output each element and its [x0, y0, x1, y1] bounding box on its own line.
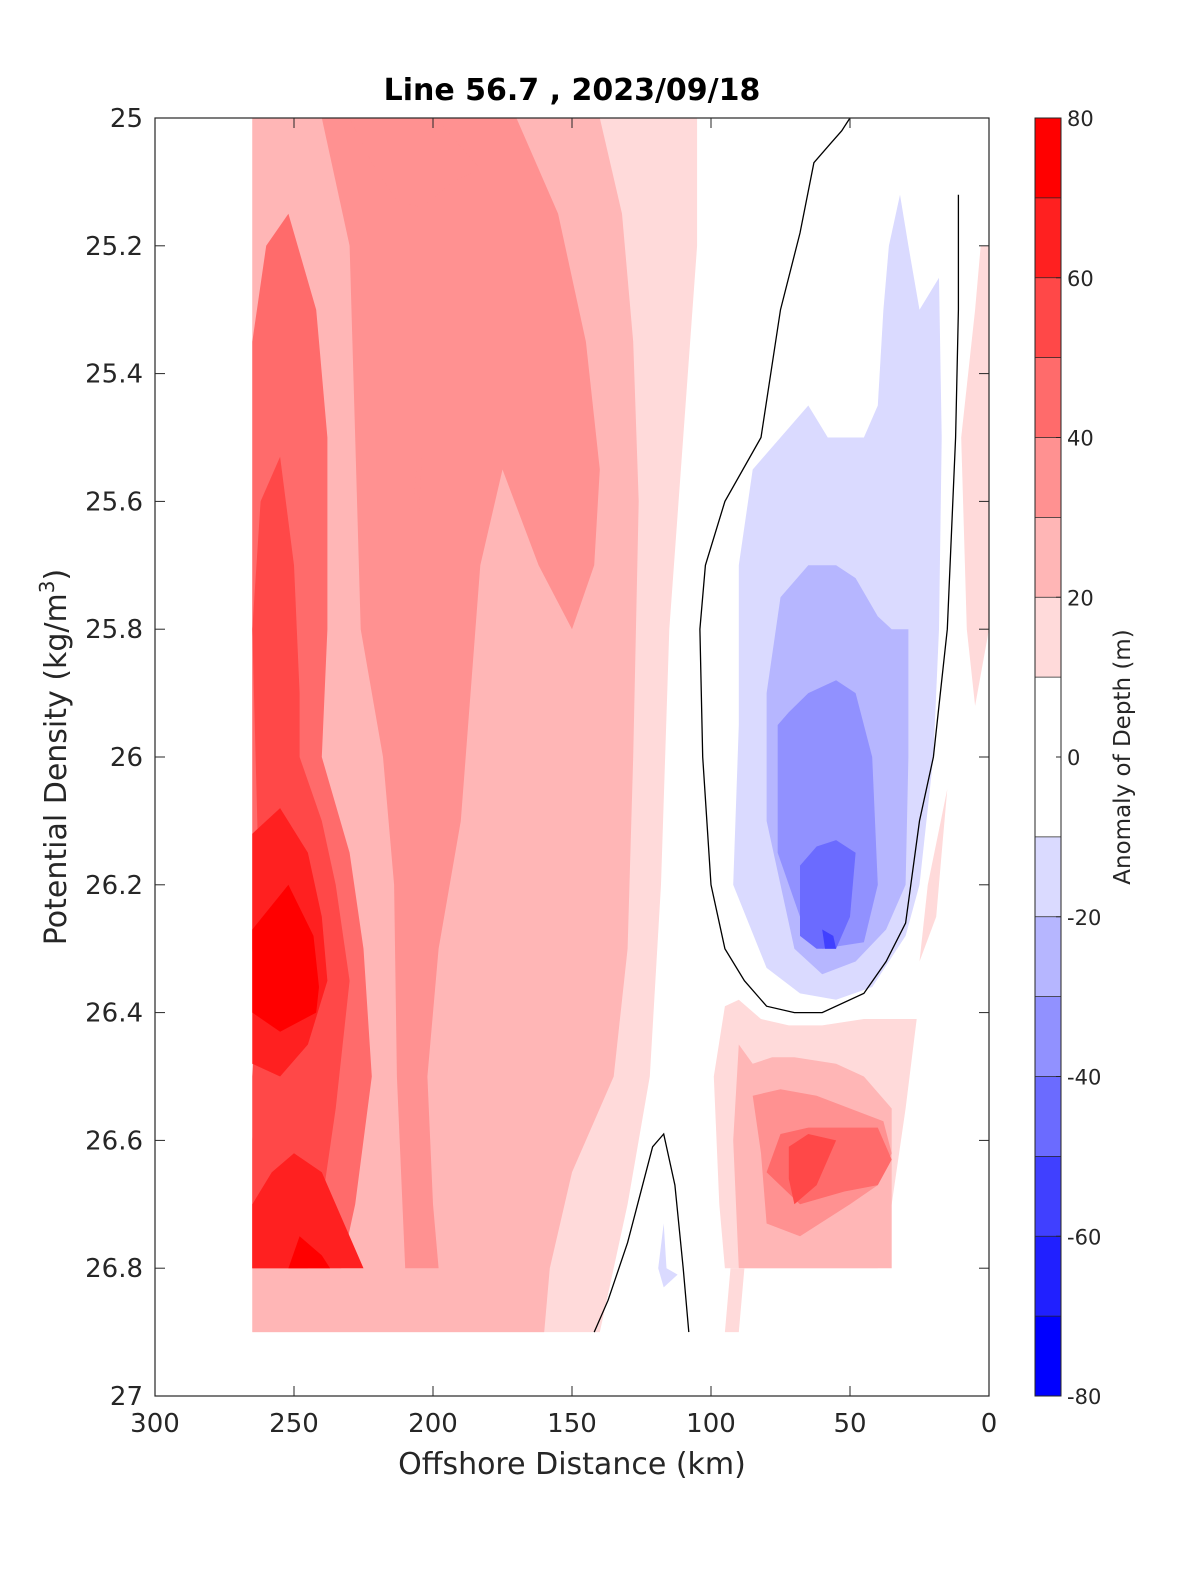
colorbar-tick-label: 0	[1067, 746, 1080, 770]
contour-regions	[252, 118, 989, 1333]
y-tick-label: 25.8	[85, 615, 143, 645]
colorbar: -80 -60 -40 -20 0 20 40 60 80	[1034, 107, 1101, 1409]
y-tick-label: 25.4	[85, 360, 143, 390]
colorbar-band-2	[1035, 1156, 1061, 1237]
chart-title: Line 56.7 , 2023/09/18	[384, 73, 761, 108]
x-tick-label: 300	[130, 1409, 180, 1439]
colorbar-band-0	[1035, 1316, 1061, 1396]
colorbar-band-11	[1035, 357, 1061, 438]
contour-region-23	[961, 245, 989, 706]
contour-region-20	[800, 840, 856, 949]
y-tick-label: 26.8	[85, 1254, 143, 1284]
colorbar-tick-label: 20	[1067, 586, 1094, 610]
colorbar-band-8	[1035, 597, 1061, 678]
colorbar-tick-label: -20	[1067, 906, 1101, 930]
y-axis-title: Potential Density (kg/m3)	[35, 569, 74, 945]
colorbar-tick-label: 80	[1067, 107, 1094, 131]
colorbar-band-3	[1035, 1076, 1061, 1157]
colorbar-tick-label: -40	[1067, 1066, 1101, 1090]
x-tick-label: 250	[269, 1409, 319, 1439]
y-axis-title-tail: )	[39, 569, 74, 581]
x-tick-label: 150	[547, 1409, 597, 1439]
zero-contour-main	[699, 117, 960, 1014]
contour-region-15	[788, 1134, 837, 1205]
x-axis-title: Offshore Distance (km)	[398, 1447, 746, 1482]
y-tick-label: 27	[110, 1382, 143, 1412]
contour-region-10	[413, 456, 422, 515]
colorbar-tick-label: 60	[1067, 267, 1094, 291]
contour-region-24	[919, 789, 948, 962]
contour-region-2	[252, 118, 600, 1269]
y-tick-label: 26.2	[85, 871, 143, 901]
colorbar-tick-label: 40	[1067, 427, 1094, 451]
colorbar-band-5	[1035, 916, 1061, 997]
axis-ticks: 300 250 200 150 100 50 0 25 25.2 25.4 25.6 25.8 26 26…	[85, 104, 997, 1439]
colorbar-band-6	[1035, 836, 1061, 917]
y-axis-title-superscript: 3	[35, 580, 59, 593]
zero-contour-lines	[593, 117, 960, 1333]
y-tick-label: 26.6	[85, 1126, 143, 1156]
contour-region-3	[349, 118, 481, 208]
x-tick-label: 50	[833, 1409, 866, 1439]
x-tick-label: 0	[981, 1409, 998, 1439]
contour-region-9	[288, 1236, 331, 1269]
y-axis-title-main: Potential Density (kg/m	[39, 593, 74, 945]
colorbar-band-4	[1035, 996, 1061, 1077]
colorbar-title: Anomaly of Depth (m)	[1110, 629, 1136, 884]
contour-region-16	[724, 1268, 745, 1333]
y-tick-label: 25.6	[85, 487, 143, 517]
colorbar-band-13	[1035, 197, 1061, 278]
colorbar-band-1	[1035, 1236, 1061, 1317]
colorbar-band-14	[1035, 118, 1061, 198]
contour-region-7	[252, 1153, 364, 1269]
colorbar-tick-label: -60	[1067, 1225, 1101, 1249]
y-tick-label: 26	[110, 743, 143, 773]
x-tick-label: 100	[686, 1409, 736, 1439]
colorbar-band-12	[1035, 277, 1061, 358]
y-tick-label: 25	[110, 104, 143, 134]
y-tick-label: 26.4	[85, 999, 143, 1029]
colorbar-tick-label: -80	[1067, 1385, 1101, 1409]
contour-region-22	[658, 1223, 678, 1288]
contour-region-21	[822, 929, 837, 949]
contour-region-8	[252, 884, 319, 1032]
colorbar-band-10	[1035, 437, 1061, 518]
colorbar-band-9	[1035, 517, 1061, 598]
zero-contour-bottom	[593, 1132, 690, 1333]
y-tick-label: 25.2	[85, 232, 143, 262]
x-tick-label: 200	[408, 1409, 458, 1439]
